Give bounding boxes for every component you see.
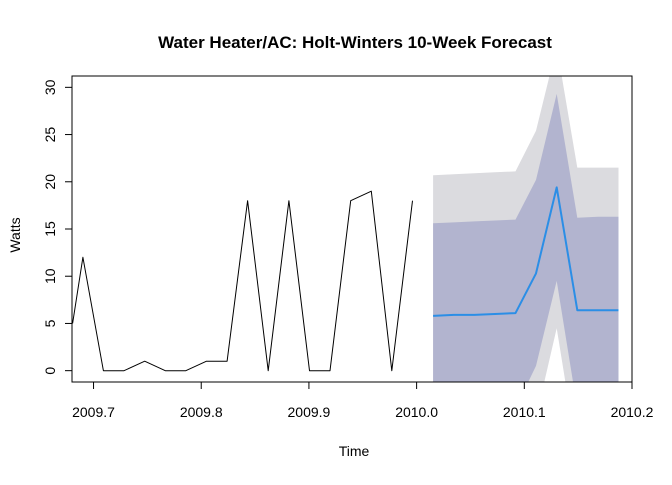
y-tick-label: 15 xyxy=(42,221,58,237)
y-tick-label: 20 xyxy=(42,174,58,190)
series-lines xyxy=(72,186,619,372)
y-tick-label: 25 xyxy=(42,127,58,143)
x-tick-label: 2010.1 xyxy=(503,404,546,420)
x-axis: 2009.7 2009.8 2009.9 2010.0 2010.1 2010.2 xyxy=(72,381,654,420)
y-tick-label: 5 xyxy=(42,319,58,327)
y-tick-label: 0 xyxy=(42,367,58,375)
forecast-line xyxy=(433,186,619,317)
y-tick-label: 10 xyxy=(42,268,58,284)
x-tick-label: 2009.7 xyxy=(72,404,115,420)
forecast-intervals xyxy=(433,76,619,382)
y-axis: 0 5 10 15 20 25 30 xyxy=(42,79,73,375)
chart-title: Water Heater/AC: Holt-Winters 10-Week Fo… xyxy=(158,33,552,52)
x-axis-label: Time xyxy=(339,443,370,459)
interval-band-80 xyxy=(433,93,619,382)
y-tick-label: 30 xyxy=(42,79,58,95)
x-tick-label: 2010.2 xyxy=(611,404,654,420)
observed-line xyxy=(72,190,413,372)
y-axis-label: Watts xyxy=(7,217,23,252)
x-tick-label: 2009.9 xyxy=(288,404,331,420)
x-tick-label: 2010.0 xyxy=(395,404,438,420)
x-tick-label: 2009.8 xyxy=(180,404,223,420)
